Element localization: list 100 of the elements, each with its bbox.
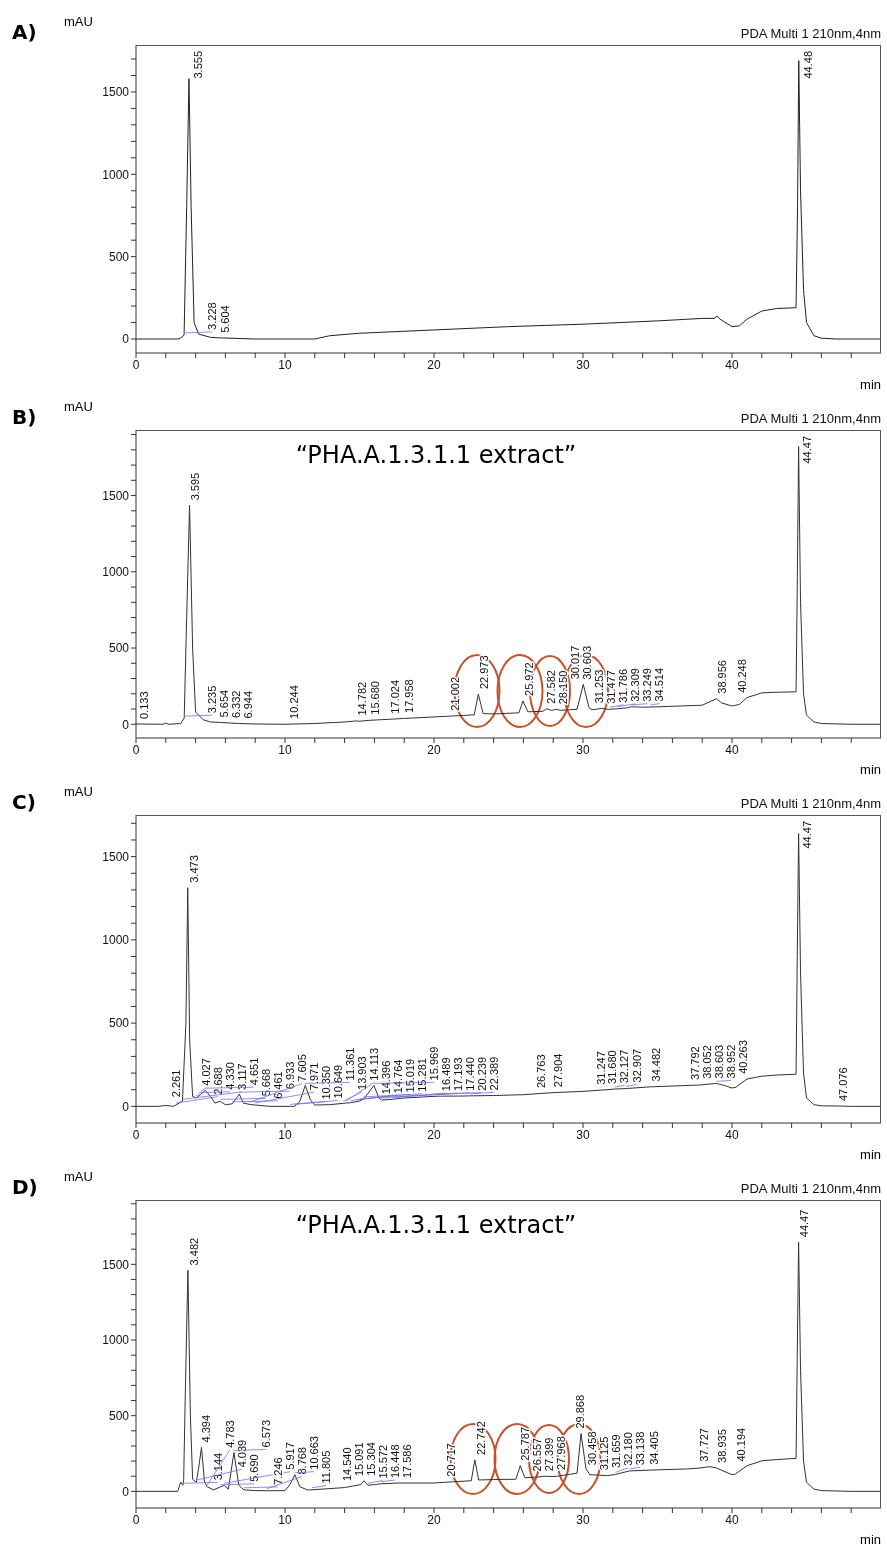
annotation: 34.514 <box>653 667 666 702</box>
annotation: 7.605 <box>295 1054 308 1082</box>
annotation: 8.768 <box>295 1447 308 1475</box>
y-tick-label: 500 <box>108 1016 130 1031</box>
annotation: 38.935 <box>715 1429 728 1463</box>
y-tick-label: 500 <box>108 1408 130 1423</box>
annotation: 6.944 <box>241 690 254 719</box>
x-tick-label: 0 <box>132 357 140 372</box>
x-tick-label: 30 <box>576 742 590 757</box>
annotation: 2.688 <box>211 1067 224 1095</box>
y-tick-label: 0 <box>122 332 130 347</box>
x-tick-label: 40 <box>725 1127 739 1142</box>
text: PDA Multi 1 210nm,4nm <box>740 26 881 41</box>
annotation: 3.117 <box>235 1063 248 1090</box>
x-tick-label: 0 <box>132 742 140 757</box>
x-tick-label: 10 <box>278 1127 292 1142</box>
y-tick-label: 1000 <box>102 933 130 948</box>
annotation: 7.971 <box>307 1062 320 1091</box>
annotation: 14.396 <box>379 1060 392 1095</box>
annotation: 3.482 <box>187 1237 200 1266</box>
x-tick-label: 20 <box>427 742 441 757</box>
y-tick-label: 1000 <box>102 1333 130 1348</box>
annotation: 4.783 <box>223 1420 236 1448</box>
y-tick-label: 500 <box>108 641 130 656</box>
annotation: 40.194 <box>734 1427 747 1462</box>
annotation: 11.361 <box>343 1047 356 1081</box>
annotation: 10.663 <box>307 1436 320 1470</box>
annotation: 47.076 <box>837 1067 850 1102</box>
annotation: 38.956 <box>716 660 729 694</box>
annotation: 27.399 <box>543 1437 556 1472</box>
annotation: 27.968 <box>555 1436 568 1470</box>
x-tick-label: 40 <box>725 1512 739 1527</box>
annotation: 3.228 <box>205 302 218 330</box>
annotation: 3.144 <box>211 1452 224 1481</box>
annotation: 3.473 <box>187 855 200 883</box>
text: PDA Multi 1 210nm,4nm <box>740 411 881 426</box>
annotation: 5.690 <box>247 1454 260 1482</box>
annotation: 15.281 <box>415 1058 428 1092</box>
chart-title: D) <box>12 1175 38 1199</box>
annotation: 38.603 <box>712 1044 725 1079</box>
y-axis-title: mAU <box>64 14 93 29</box>
annotation: 16.448 <box>388 1444 401 1479</box>
annotation: 31.253 <box>593 669 606 704</box>
annotation: 4.330 <box>223 1062 236 1090</box>
annotation: 6.461 <box>271 1071 284 1099</box>
x-tick-label: 0 <box>132 1127 140 1142</box>
x-tick-label: 40 <box>725 357 739 372</box>
annotation: 27.904 <box>551 1053 564 1088</box>
annotation: 31.659 <box>609 1434 622 1469</box>
annotation: 0.133 <box>137 691 150 719</box>
text: “PHA.A.1.3.1.1 extract” <box>294 441 578 469</box>
x-tick-label: 20 <box>427 357 441 372</box>
annotation: 10.649 <box>331 1064 344 1099</box>
annotation: 4.651 <box>247 1057 260 1086</box>
text: PDA Multi 1 210nm,4nm <box>740 1181 881 1196</box>
x-axis-title: min <box>860 1532 881 1547</box>
annotation: 26.557 <box>531 1437 544 1472</box>
annotation: 5.917 <box>283 1442 296 1470</box>
annotation: 5.604 <box>219 305 232 333</box>
annotation: 26.763 <box>534 1054 547 1089</box>
y-axis-title: mAU <box>64 1169 93 1184</box>
annotation: 31.680 <box>606 1050 619 1084</box>
y-axis-title: mAU <box>64 399 93 414</box>
annotation: 15.019 <box>403 1058 416 1093</box>
annotation: 28.150 <box>557 670 570 705</box>
x-axis-title: min <box>860 377 881 392</box>
annotation: 15.091 <box>352 1442 365 1477</box>
chart-title: C) <box>12 790 36 814</box>
annotation: 2.261 <box>169 1069 182 1098</box>
y-tick-label: 500 <box>108 249 130 264</box>
annotation: 3.555 <box>191 50 204 79</box>
annotation: 30.458 <box>585 1431 598 1466</box>
y-tick-label: 1000 <box>102 565 130 580</box>
annotation: 4.027 <box>199 1058 212 1086</box>
annotation: 22.973 <box>478 655 491 690</box>
annotation: 32.180 <box>621 1432 634 1466</box>
annotation: 10.350 <box>319 1065 332 1100</box>
annotation: 15.572 <box>376 1444 389 1479</box>
annotation: 40.263 <box>736 1040 749 1074</box>
x-tick-label: 20 <box>427 1512 441 1527</box>
annotation: 17.440 <box>463 1057 476 1091</box>
annotation: 17.958 <box>403 679 416 713</box>
annotation: 20.717 <box>444 1442 457 1477</box>
y-tick-label: 1000 <box>102 167 130 182</box>
annotation: 17.024 <box>389 679 402 714</box>
annotation: 15.680 <box>369 681 382 715</box>
text: “PHA.A.1.3.1.1 extract” <box>294 1211 578 1239</box>
y-tick-label: 1500 <box>102 849 130 864</box>
annotation: 29.868 <box>573 1394 586 1429</box>
text: PDA Multi 1 210nm,4nm <box>740 796 881 811</box>
x-tick-label: 10 <box>278 742 292 757</box>
annotation: 31.477 <box>605 670 618 704</box>
annotation: 37.792 <box>688 1046 701 1080</box>
annotation: 37.727 <box>697 1428 710 1462</box>
annotation: 15.304 <box>364 1442 377 1476</box>
annotation: 27.582 <box>545 670 558 704</box>
annotation: 16.489 <box>439 1057 452 1092</box>
annotation: 5.654 <box>217 689 230 718</box>
annotation: 10.244 <box>288 685 301 719</box>
y-tick-label: 0 <box>122 717 130 732</box>
